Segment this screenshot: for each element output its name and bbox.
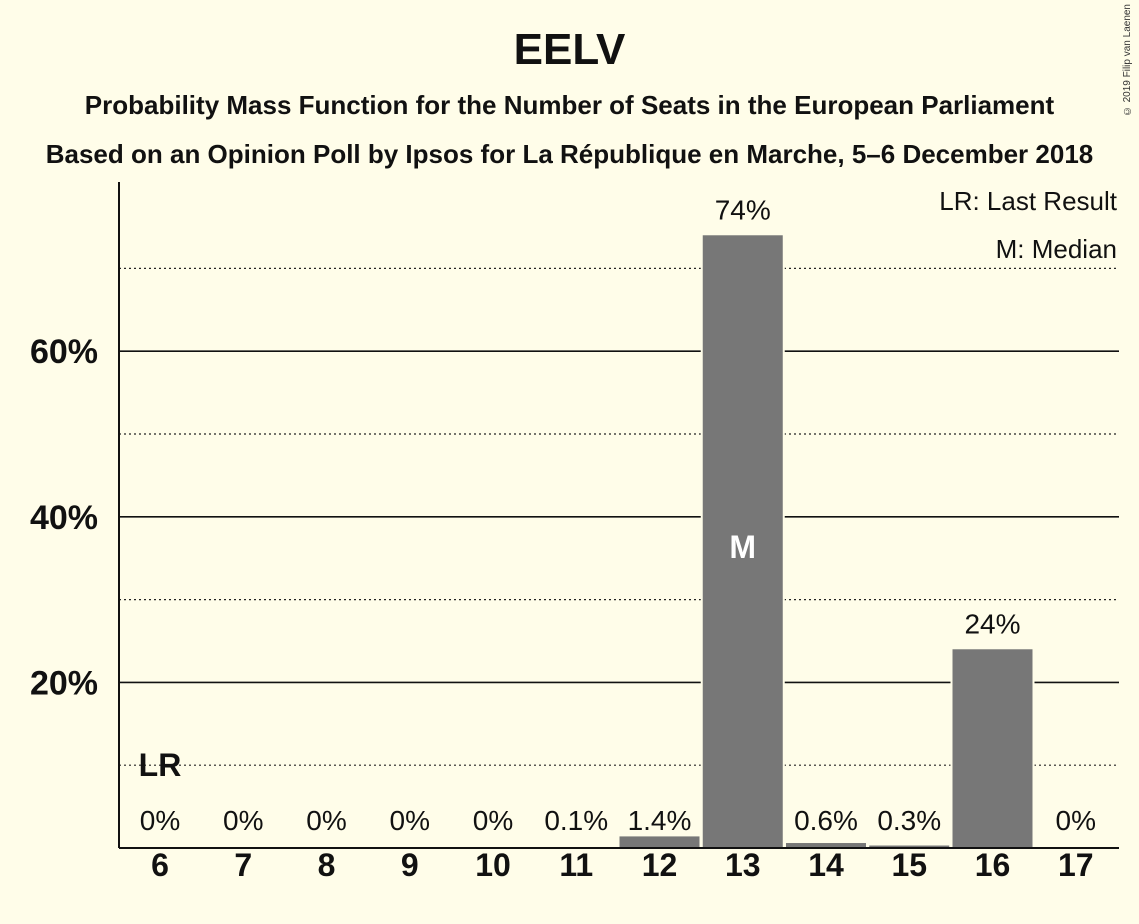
x-tick-label: 6: [151, 847, 169, 883]
data-label: 0.1%: [544, 805, 608, 836]
bars: [534, 233, 1035, 848]
x-tick-label: 11: [559, 847, 593, 883]
data-label: 74%: [715, 194, 771, 225]
x-tick-label: 16: [975, 847, 1011, 883]
last-result-marker: LR: [139, 747, 182, 783]
bar-gap: [534, 845, 619, 848]
bar: [786, 843, 866, 848]
x-tick-label: 9: [401, 847, 419, 883]
data-label: 0%: [473, 805, 513, 836]
data-label: 0.3%: [877, 805, 941, 836]
x-tick-label: 7: [234, 847, 252, 883]
median-marker: M: [729, 529, 756, 565]
bar: [619, 836, 700, 848]
x-tick-label: 12: [642, 847, 678, 883]
x-tick-label: 15: [891, 847, 927, 883]
y-tick-label: 40%: [30, 499, 98, 537]
chart-subtitle-source: Based on an Opinion Poll by Ipsos for La…: [45, 139, 1094, 169]
chart-title: EELV: [513, 25, 626, 74]
legend-last-result: LR: Last Result: [939, 186, 1118, 216]
bar: [869, 845, 950, 848]
x-tick-label: 14: [808, 847, 844, 883]
y-tick-label: 60%: [30, 333, 98, 371]
axes: [118, 182, 1119, 849]
data-label: 0%: [390, 805, 430, 836]
labels: 20% 40% 60% 6 7 8 9 10 11 12 13 14 15 16 17 0% 0% 0% 0% 0% 0…: [30, 194, 1096, 883]
bar: [952, 649, 1033, 848]
data-label: 0%: [1056, 805, 1096, 836]
x-tick-label: 8: [318, 847, 336, 883]
data-label: 0%: [223, 805, 263, 836]
bar: [702, 235, 783, 848]
data-label: 0%: [306, 805, 346, 836]
data-label: 1.4%: [628, 805, 692, 836]
data-label: 0%: [140, 805, 180, 836]
data-label: 24%: [964, 608, 1020, 639]
x-tick-label: 10: [475, 847, 511, 883]
x-tick-label: 17: [1058, 847, 1094, 883]
chart-subtitle: Probability Mass Function for the Number…: [84, 90, 1055, 120]
y-tick-label: 20%: [30, 664, 98, 702]
data-label: 0.6%: [794, 805, 858, 836]
x-tick-label: 13: [725, 847, 761, 883]
legend: LR: Last Result M: Median: [939, 186, 1118, 264]
legend-median: M: Median: [996, 234, 1117, 264]
